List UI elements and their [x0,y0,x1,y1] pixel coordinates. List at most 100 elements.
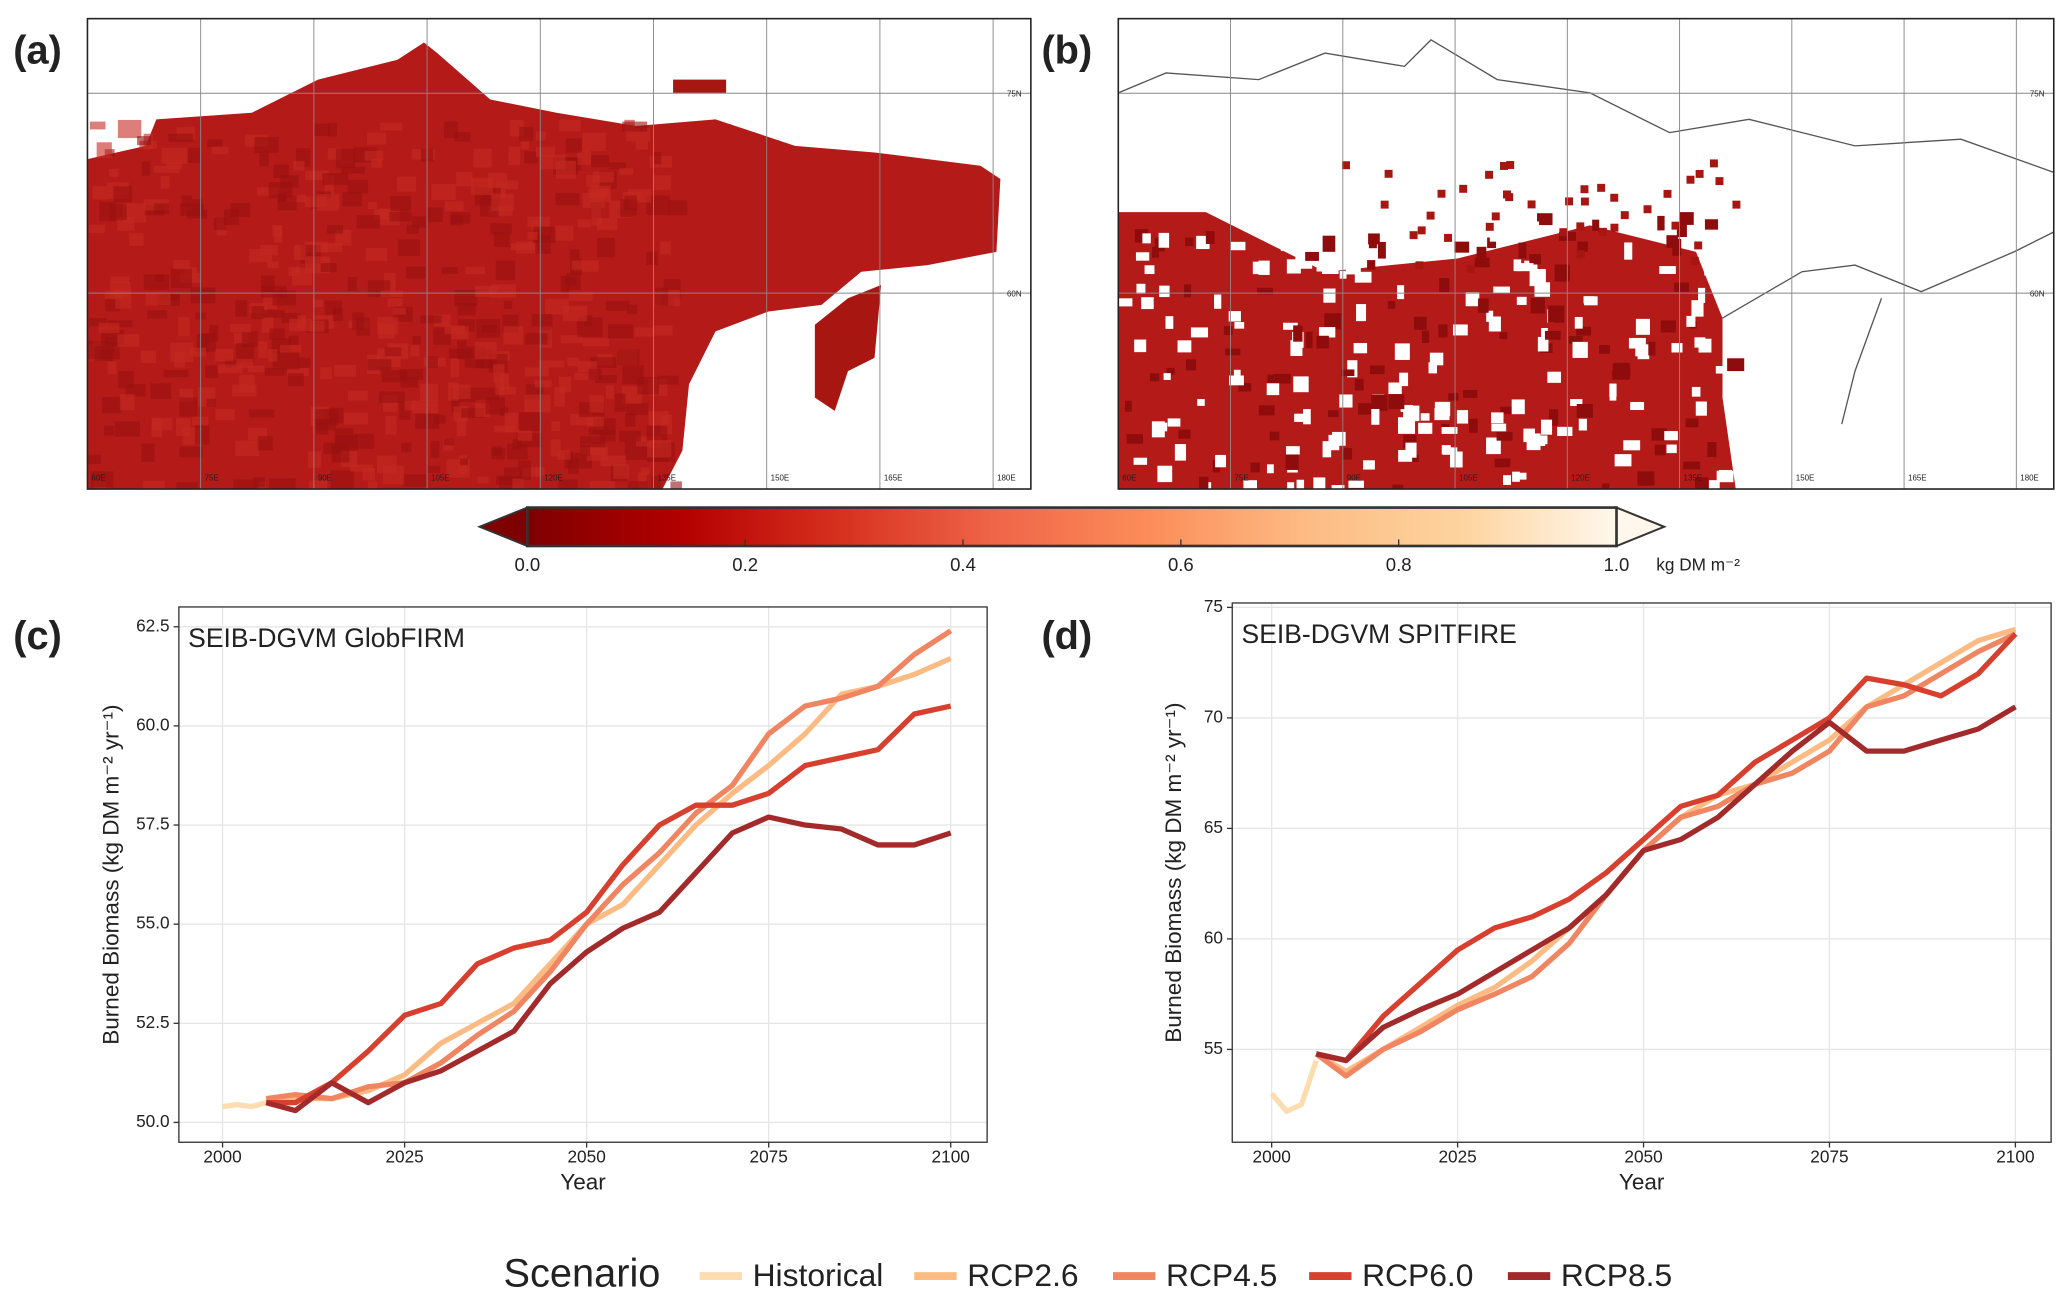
texture [1141,297,1154,310]
texture [1502,475,1512,485]
texture [1418,422,1433,434]
texture [1671,343,1683,353]
texture [1635,345,1648,357]
texture [1184,284,1191,298]
texture [1295,257,1313,269]
texture [1415,261,1424,270]
texture [420,383,439,402]
texture [430,441,440,458]
texture [1614,365,1631,378]
colorbar-extend-high [1615,506,1667,548]
texture [1269,431,1280,441]
texture [289,318,312,332]
texture [1540,419,1553,435]
y-tick-label: 75 [1204,596,1223,616]
texture [571,260,584,270]
texture [1691,300,1704,317]
texture [1348,480,1364,488]
texture [496,475,520,485]
texture [654,287,669,306]
texture [241,331,258,348]
texture [1413,316,1427,330]
texture [1285,454,1299,470]
texture [224,359,241,368]
texture [309,480,328,490]
texture [1544,330,1561,340]
texture [582,338,610,347]
texture [1126,434,1143,444]
texture [1597,183,1606,192]
texture [1144,265,1155,275]
texture [554,225,574,241]
colorbar-tick-label: 1.0 [1604,554,1630,575]
texture [619,168,634,175]
texture [92,186,107,200]
texture [269,328,285,340]
texture [534,380,552,388]
texture [1500,406,1515,415]
texture [500,373,510,390]
texture [119,394,135,411]
texture [371,159,383,168]
texture [406,224,419,234]
texture [1426,211,1435,220]
texture [364,150,384,161]
texture [659,241,671,255]
texture [1591,212,1609,220]
texture [592,171,615,183]
texture [161,147,188,164]
texture [98,322,120,334]
texture [580,445,591,457]
x-tick-label: 75E [1235,474,1249,483]
texture [327,148,342,160]
texture [367,201,377,210]
texture [264,368,288,376]
texture [1215,454,1227,468]
texture [619,430,641,442]
texture [1305,331,1313,349]
texture [1463,389,1478,398]
y-tick-label: 65 [1204,817,1223,837]
texture [154,203,169,215]
plot-frame [1231,602,2052,1143]
texture [1548,305,1565,323]
texture [260,244,278,256]
texture [591,207,602,226]
texture [1429,352,1444,366]
texture [1686,175,1695,184]
texture [646,425,668,442]
texture [410,345,420,357]
texture [420,315,442,324]
texture [589,395,604,413]
texture [554,387,566,407]
x-tick-label: 180E [997,474,1016,483]
texture [1323,288,1336,303]
colorbar-tick-label: 0.6 [1168,554,1194,575]
colorbar [526,506,1618,548]
texture [517,429,533,441]
texture [213,217,227,231]
texture [267,349,278,362]
x-tick-label: 120E [1571,474,1590,483]
texture [1166,367,1175,375]
texture [1570,399,1583,406]
texture [427,207,443,223]
texture [367,359,392,371]
texture [1370,365,1385,375]
y-tick-label: 55.0 [136,913,170,933]
texture [179,397,198,417]
texture [315,418,336,431]
texture [1234,322,1245,329]
texture [570,413,594,426]
texture [239,374,255,393]
texture [118,371,134,389]
texture [214,348,234,362]
texture [481,324,497,333]
texture [647,440,672,458]
y-tick-label: 60N [1007,290,1022,299]
texture [591,155,610,168]
texture [507,443,528,460]
texture [626,402,649,416]
texture [1367,260,1376,270]
